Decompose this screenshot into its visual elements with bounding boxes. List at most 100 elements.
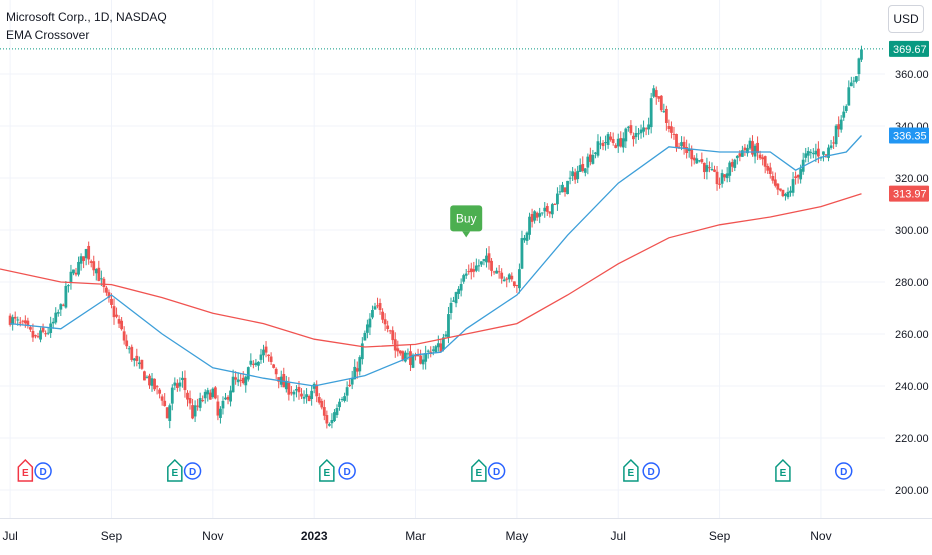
candle-body[interactable]	[563, 187, 567, 193]
candle-body[interactable]	[599, 143, 602, 145]
earnings-event-icon[interactable]	[17, 458, 34, 482]
candle-body[interactable]	[806, 150, 810, 156]
candle-body[interactable]	[746, 148, 749, 154]
candle-body[interactable]	[226, 396, 230, 400]
candle-body[interactable]	[21, 320, 25, 322]
candle-body[interactable]	[74, 272, 78, 275]
candle-body[interactable]	[467, 271, 471, 273]
candle-body[interactable]	[442, 337, 445, 350]
candle-body[interactable]	[297, 386, 301, 393]
candle-body[interactable]	[685, 147, 689, 154]
candle-body[interactable]	[102, 278, 106, 288]
candle-body[interactable]	[558, 191, 562, 193]
candle-body[interactable]	[789, 190, 792, 193]
candle-body[interactable]	[376, 305, 379, 307]
candle-body[interactable]	[763, 156, 767, 167]
candle-body[interactable]	[127, 348, 131, 350]
candle-body[interactable]	[839, 119, 843, 130]
candle-body[interactable]	[436, 343, 440, 348]
candle-body[interactable]	[829, 145, 833, 148]
candle-body[interactable]	[735, 155, 739, 159]
candle-body[interactable]	[360, 343, 364, 360]
candle-body[interactable]	[738, 153, 742, 157]
candle-body[interactable]	[148, 375, 151, 386]
candle-body[interactable]	[837, 124, 841, 130]
candle-body[interactable]	[158, 389, 162, 394]
buy-signal-box[interactable]	[450, 205, 483, 232]
candle-body[interactable]	[794, 176, 797, 179]
candle-body[interactable]	[768, 167, 772, 174]
candle-body[interactable]	[439, 343, 443, 352]
candle-body[interactable]	[566, 180, 569, 195]
candle-body[interactable]	[409, 351, 412, 366]
candle-body[interactable]	[259, 354, 263, 360]
candle-body[interactable]	[315, 384, 319, 397]
candle-body[interactable]	[67, 285, 70, 287]
candle-body[interactable]	[203, 391, 207, 399]
earnings-event-icon[interactable]	[167, 458, 183, 482]
candle-body[interactable]	[588, 154, 592, 162]
candle-body[interactable]	[431, 349, 435, 351]
candle-body[interactable]	[477, 265, 481, 267]
candle-body[interactable]	[188, 398, 192, 404]
candle-body[interactable]	[213, 387, 217, 399]
candle-body[interactable]	[163, 400, 167, 407]
candle-body[interactable]	[581, 163, 585, 171]
candle-body[interactable]	[518, 269, 521, 289]
candle-body[interactable]	[462, 275, 466, 282]
candle-body[interactable]	[365, 324, 369, 333]
candle-body[interactable]	[322, 407, 326, 416]
candle-body[interactable]	[11, 317, 15, 325]
candle-body[interactable]	[502, 279, 506, 282]
candle-body[interactable]	[776, 183, 780, 190]
candle-body[interactable]	[371, 310, 374, 318]
candle-body[interactable]	[480, 261, 483, 265]
candle-body[interactable]	[353, 366, 357, 380]
candle-body[interactable]	[553, 203, 557, 205]
candle-body[interactable]	[186, 392, 189, 400]
candle-body[interactable]	[824, 154, 828, 156]
candle-body[interactable]	[672, 133, 676, 135]
candle-body[interactable]	[832, 142, 835, 144]
candle-body[interactable]	[310, 390, 314, 400]
candle-body[interactable]	[262, 349, 265, 356]
candle-body[interactable]	[23, 320, 27, 324]
dividend-event-icon[interactable]	[338, 462, 356, 480]
candle-body[interactable]	[773, 179, 777, 186]
candle-body[interactable]	[849, 82, 853, 87]
candle-body[interactable]	[284, 380, 288, 390]
candle-body[interactable]	[335, 408, 339, 416]
candle-body[interactable]	[454, 292, 458, 304]
candle-body[interactable]	[512, 281, 516, 287]
candle-body[interactable]	[416, 354, 420, 357]
candle-body[interactable]	[193, 405, 197, 417]
candle-body[interactable]	[130, 346, 134, 360]
candle-body[interactable]	[77, 261, 80, 275]
candle-body[interactable]	[434, 346, 438, 353]
candle-body[interactable]	[814, 150, 818, 155]
candle-body[interactable]	[206, 390, 210, 395]
candle-body[interactable]	[125, 340, 129, 347]
candle-body[interactable]	[132, 358, 136, 361]
candle-body[interactable]	[816, 148, 820, 157]
candle-body[interactable]	[18, 322, 22, 324]
candle-body[interactable]	[682, 141, 686, 149]
candle-body[interactable]	[175, 383, 179, 388]
candle-body[interactable]	[234, 377, 238, 380]
candle-body[interactable]	[573, 172, 577, 180]
candle-body[interactable]	[540, 212, 544, 214]
candle-body[interactable]	[398, 350, 402, 354]
candle-body[interactable]	[41, 327, 45, 332]
candle-body[interactable]	[155, 386, 159, 388]
dividend-event-icon[interactable]	[183, 462, 202, 480]
candle-body[interactable]	[236, 379, 240, 383]
candle-body[interactable]	[421, 359, 425, 365]
candle-body[interactable]	[424, 353, 428, 362]
candle-body[interactable]	[713, 169, 716, 172]
candle-body[interactable]	[46, 332, 50, 334]
candle-body[interactable]	[576, 170, 580, 180]
candle-body[interactable]	[578, 165, 582, 172]
candle-body[interactable]	[857, 58, 861, 75]
candle-body[interactable]	[594, 152, 597, 154]
